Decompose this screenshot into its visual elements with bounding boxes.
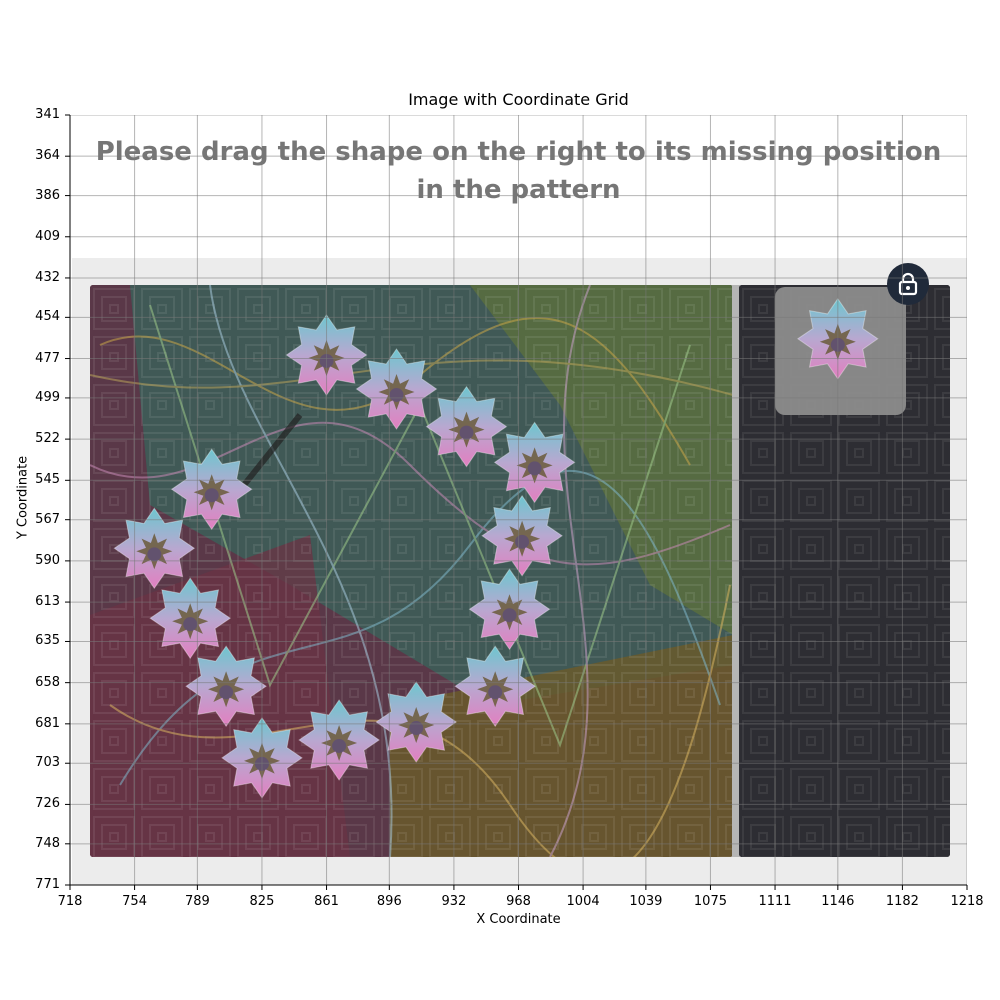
pattern-shape <box>481 494 563 577</box>
pattern-shape <box>355 348 438 430</box>
plot-area: Please drag the shape on the right to it… <box>70 115 967 885</box>
y-tick-label: 590 <box>35 552 60 568</box>
x-tick-label: 1075 <box>693 894 727 909</box>
x-tick-label: 968 <box>506 894 531 909</box>
y-tick-label: 477 <box>35 350 60 366</box>
y-tick-label: 432 <box>35 269 60 285</box>
x-tick-label: 1146 <box>821 894 855 909</box>
y-tick-label: 748 <box>35 835 60 851</box>
y-tick-label: 522 <box>35 431 60 447</box>
pattern-shape <box>170 448 253 531</box>
x-tick-label: 1039 <box>629 894 663 909</box>
pattern-shape <box>149 577 232 660</box>
tray-background <box>739 285 950 857</box>
coordinate-grid <box>70 115 967 885</box>
pattern-shape <box>298 699 380 781</box>
y-tick-label: 658 <box>35 674 60 690</box>
lock-icon <box>898 272 918 296</box>
x-tick-label: 825 <box>249 894 275 909</box>
x-tick-label: 1218 <box>950 894 984 909</box>
x-tick-label: 789 <box>184 894 210 909</box>
y-tick-label: 703 <box>35 755 60 771</box>
plot-title: Image with Coordinate Grid <box>408 90 629 109</box>
board-divider <box>732 285 740 857</box>
y-tick-label: 341 <box>35 107 60 122</box>
pattern-shape <box>425 385 508 468</box>
pattern-shape <box>185 645 267 728</box>
shapes-layer <box>113 297 879 799</box>
shape-tray <box>739 285 950 857</box>
y-tick-label: 364 <box>35 148 60 164</box>
x-tick-label: 896 <box>376 894 402 909</box>
pattern-shape <box>493 421 576 504</box>
y-tick-label: 545 <box>35 472 60 488</box>
y-tick-label: 771 <box>35 877 60 892</box>
y-axis-label: Y Coordinate <box>15 455 31 540</box>
x-tick-label: 1004 <box>566 894 600 909</box>
x-tick-label: 1182 <box>885 894 919 909</box>
y-tick-label: 681 <box>35 715 60 731</box>
x-tick-label: 861 <box>314 894 339 909</box>
y-tick-label: 454 <box>35 309 60 325</box>
x-tick-label: 932 <box>441 894 467 909</box>
pattern-shape <box>454 645 537 728</box>
lock-button[interactable] <box>887 263 929 305</box>
y-tick-label: 613 <box>35 594 60 610</box>
x-axis-label: X Coordinate <box>476 912 561 927</box>
y-tick-label: 386 <box>35 187 60 203</box>
y-tick-label: 409 <box>35 228 60 244</box>
y-tick-label: 726 <box>35 796 60 812</box>
x-tick-label: 718 <box>57 894 83 909</box>
y-tick-label: 567 <box>35 511 60 527</box>
x-tick-label: 754 <box>122 894 147 909</box>
x-tick-label: 1111 <box>758 894 792 909</box>
y-tick-label: 635 <box>35 633 60 649</box>
pattern-shape <box>375 681 458 763</box>
y-tick-label: 499 <box>35 389 60 405</box>
